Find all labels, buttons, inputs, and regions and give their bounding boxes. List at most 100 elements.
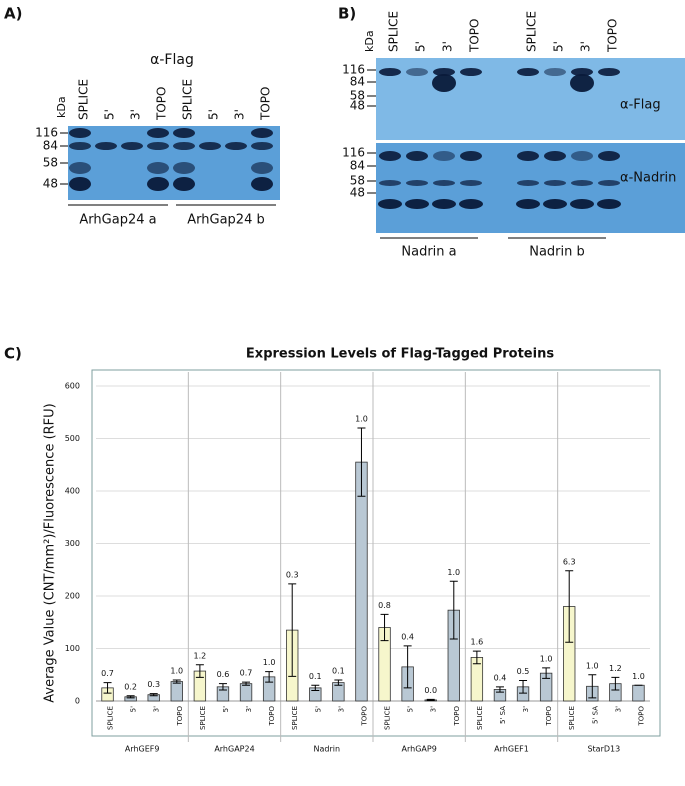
error-bar: [311, 684, 320, 691]
y-tick-label: 300: [65, 539, 80, 548]
ratio-label: 0.1: [309, 672, 322, 681]
x-tick-label: TOPO: [545, 706, 553, 727]
band: [406, 151, 428, 161]
x-tick-label: 3': [153, 706, 161, 712]
chart-title: Expression Levels of Flag-Tagged Protein…: [246, 347, 554, 362]
marker-label: 116: [35, 126, 58, 140]
band: [69, 162, 91, 174]
x-tick-label: 5': [130, 706, 138, 712]
panel-label: A): [4, 5, 22, 23]
x-tick-label: SPLICE: [384, 706, 392, 730]
band: [432, 74, 456, 92]
x-tick-label: 5' SA: [499, 706, 507, 724]
ratio-label: 0.8: [378, 601, 391, 610]
x-tick-label: 3': [430, 706, 438, 712]
band: [544, 180, 566, 186]
x-tick-label: SPLICE: [107, 706, 115, 730]
ratio-label: 1.0: [632, 672, 645, 681]
bar: [632, 684, 645, 702]
ratio-label: 0.4: [401, 632, 414, 641]
marker-label: 116: [342, 146, 365, 160]
error-bar: [288, 583, 297, 677]
group-label: ArhGEF1: [494, 745, 529, 754]
group-label: ArhGap24 b: [187, 213, 264, 228]
band: [225, 142, 247, 150]
x-tick-label: TOPO: [637, 706, 645, 727]
lane-label: TOPO: [155, 87, 169, 121]
ratio-label: 0.5: [517, 667, 530, 676]
band: [517, 151, 539, 161]
band: [406, 180, 428, 186]
ratio-label: 1.2: [609, 664, 622, 673]
ratio-label: 1.0: [263, 658, 276, 667]
band: [173, 128, 195, 138]
band: [459, 199, 483, 209]
ratio-label: 1.0: [355, 415, 368, 424]
band: [405, 199, 429, 209]
ratio-label: 0.3: [147, 680, 160, 689]
band: [251, 142, 273, 150]
band: [598, 151, 620, 161]
y-tick-label: 400: [65, 487, 80, 496]
group-label: Nadrin: [314, 745, 341, 754]
lane-label: 5': [103, 109, 117, 120]
ratio-label: 0.2: [124, 682, 137, 691]
error-bar: [472, 650, 481, 665]
band: [379, 68, 401, 76]
group-label: ArhGap24 a: [79, 213, 156, 228]
x-tick-label: SPLICE: [568, 706, 576, 730]
band: [544, 68, 566, 76]
band: [199, 142, 221, 150]
error-bar: [449, 580, 458, 640]
lane-label: 5': [552, 41, 566, 52]
ratio-label: 1.0: [586, 661, 599, 670]
marker-label: 48: [350, 186, 365, 200]
band: [460, 68, 482, 76]
ratio-label: 0.4: [494, 673, 507, 682]
lane-label: 3': [129, 109, 143, 120]
band: [378, 199, 402, 209]
ratio-label: 0.3: [286, 570, 299, 579]
error-bar: [611, 676, 620, 691]
y-axis-label: Average Value (CNT/mm²)/Fluorescence (RF…: [43, 403, 58, 702]
unit-label: kDa: [55, 96, 68, 118]
marker-label: 58: [350, 174, 365, 188]
ratio-label: 1.0: [170, 667, 183, 676]
panel-label: C): [4, 345, 22, 363]
error-bar: [426, 698, 435, 701]
band: [69, 142, 91, 150]
band: [379, 151, 401, 161]
lane-label: 5': [414, 41, 428, 52]
group-label: StarD13: [587, 745, 620, 754]
x-tick-label: SPLICE: [476, 706, 484, 730]
band: [251, 162, 273, 174]
x-tick-label: SPLICE: [199, 706, 207, 730]
error-bar: [265, 671, 274, 683]
band: [432, 199, 456, 209]
group-label: ArhGAP24: [214, 745, 254, 754]
band: [147, 162, 169, 174]
lane-label: SPLICE: [525, 11, 539, 52]
bar: [355, 461, 368, 702]
ratio-label: 0.1: [332, 667, 345, 676]
band: [147, 142, 169, 150]
band: [95, 142, 117, 150]
antibody-label: α-Flag: [150, 52, 194, 68]
lane-label: 3': [579, 41, 593, 52]
band: [147, 177, 169, 191]
ratio-label: 0.7: [101, 669, 114, 678]
ratio-label: 0.6: [217, 670, 230, 679]
lane-label: TOPO: [259, 87, 273, 121]
band: [460, 180, 482, 186]
ratio-label: 1.6: [471, 638, 484, 647]
ratio-label: 1.0: [540, 654, 553, 663]
error-bar: [519, 680, 528, 694]
x-tick-label: 5': [407, 706, 415, 712]
lane-label: 3': [233, 109, 247, 120]
error-bar: [542, 667, 551, 679]
x-tick-label: 3': [245, 706, 253, 712]
x-tick-label: TOPO: [268, 706, 276, 727]
error-bar: [334, 679, 343, 686]
marker-label: 84: [350, 75, 365, 89]
